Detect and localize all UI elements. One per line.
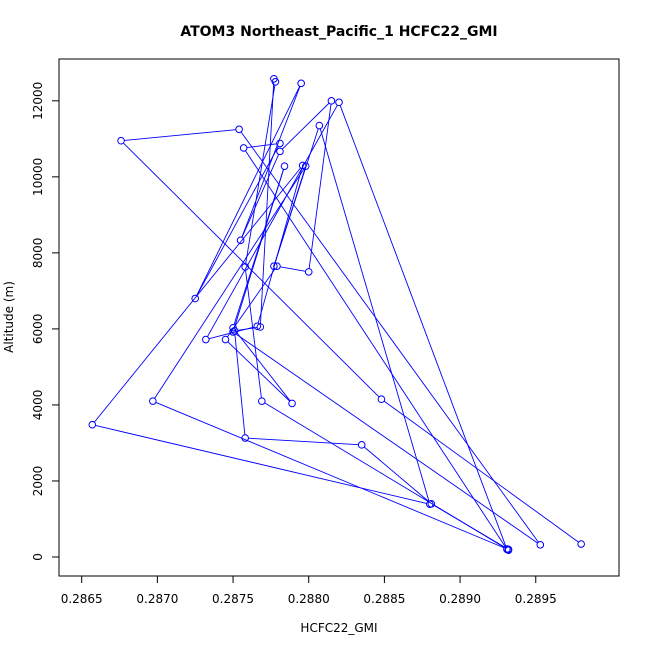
series-segment <box>227 341 291 402</box>
series-segment <box>319 128 430 502</box>
series-layer <box>88 74 585 554</box>
series-segment <box>282 102 330 150</box>
series-segment <box>124 129 236 141</box>
series-segment <box>257 168 303 324</box>
series-segment <box>245 84 276 264</box>
data-point <box>273 262 281 270</box>
data-point <box>88 420 97 429</box>
data-point <box>426 500 434 508</box>
data-point <box>577 540 585 548</box>
plot-frame <box>58 58 620 577</box>
data-point <box>271 78 280 86</box>
data-point <box>253 322 262 331</box>
series-segment <box>280 266 306 272</box>
data-point <box>315 121 324 130</box>
series-segment <box>240 131 539 543</box>
data-point <box>149 397 157 405</box>
data-point <box>202 335 210 344</box>
data-point <box>229 328 237 336</box>
data-point <box>301 162 310 170</box>
y-axis: 0 2000 4000 6000 8000 10000 12000 <box>31 82 60 561</box>
data-point <box>229 323 237 332</box>
data-point <box>357 441 366 449</box>
series-segment <box>339 105 507 547</box>
series-segment <box>234 330 291 402</box>
x-tick-label: 0.2865 <box>61 592 103 606</box>
y-axis-label: Altitude (m) <box>2 281 16 353</box>
data-point <box>298 161 307 170</box>
data-point <box>236 236 245 245</box>
data-point <box>327 97 336 105</box>
x-tick-label: 0.2880 <box>288 592 330 606</box>
y-tick-label: 4000 <box>31 390 45 421</box>
series-segment <box>95 425 427 504</box>
data-point <box>297 79 305 88</box>
y-tick-label: 0 <box>31 553 45 561</box>
series-segment <box>207 104 338 337</box>
series-segment <box>383 400 579 543</box>
data-point <box>304 268 313 276</box>
series-segment <box>155 401 505 549</box>
series-segment <box>245 150 506 547</box>
data-point <box>276 147 284 156</box>
y-tick-label: 12000 <box>31 82 45 120</box>
data-point <box>117 136 125 145</box>
y-tick-label: 8000 <box>31 238 45 269</box>
series-segment <box>363 446 430 502</box>
series-segment <box>123 142 380 398</box>
data-point <box>221 335 230 344</box>
data-point <box>270 262 278 270</box>
series-segment <box>235 333 538 544</box>
data-point <box>239 144 248 152</box>
series-segment <box>260 82 275 324</box>
data-point <box>191 294 200 303</box>
data-point <box>235 125 243 134</box>
data-point <box>241 434 249 442</box>
x-tick-label: 0.2870 <box>136 592 178 606</box>
x-axis-label: HCFC22_GMI <box>300 621 377 635</box>
data-point <box>256 323 265 331</box>
series-segment <box>196 146 279 296</box>
x-tick-label: 0.2890 <box>439 592 481 606</box>
data-point <box>288 399 296 408</box>
y-tick-label: 10000 <box>31 158 45 196</box>
x-tick-label: 0.2895 <box>515 592 557 606</box>
series-segment <box>154 168 305 399</box>
data-point <box>276 139 284 148</box>
data-point <box>536 541 545 549</box>
data-point <box>241 263 249 271</box>
data-point <box>335 98 343 107</box>
chart-title: ATOM3 Northeast_Pacific_1 HCFC22_GMI <box>180 24 497 40</box>
data-point <box>280 162 289 170</box>
data-point <box>503 545 511 554</box>
y-tick-label: 6000 <box>31 314 45 345</box>
series-segment <box>234 334 246 435</box>
x-axis: 0.2865 0.2870 0.2875 0.2880 0.2885 0.2890 0.28… <box>61 575 557 606</box>
series-segment <box>233 169 284 329</box>
x-tick-label: 0.2875 <box>212 592 254 606</box>
series-segment <box>196 86 301 296</box>
y-tick-label: 2000 <box>31 466 45 497</box>
series-segment <box>245 270 262 398</box>
series-segment <box>241 86 301 238</box>
data-point <box>258 397 266 405</box>
series-segment <box>308 104 332 269</box>
series-segment <box>248 437 359 446</box>
x-tick-label: 0.2885 <box>363 592 405 606</box>
series-segment <box>241 154 280 238</box>
series-segment <box>274 128 319 264</box>
series-segment <box>264 402 505 548</box>
data-point <box>377 395 386 404</box>
